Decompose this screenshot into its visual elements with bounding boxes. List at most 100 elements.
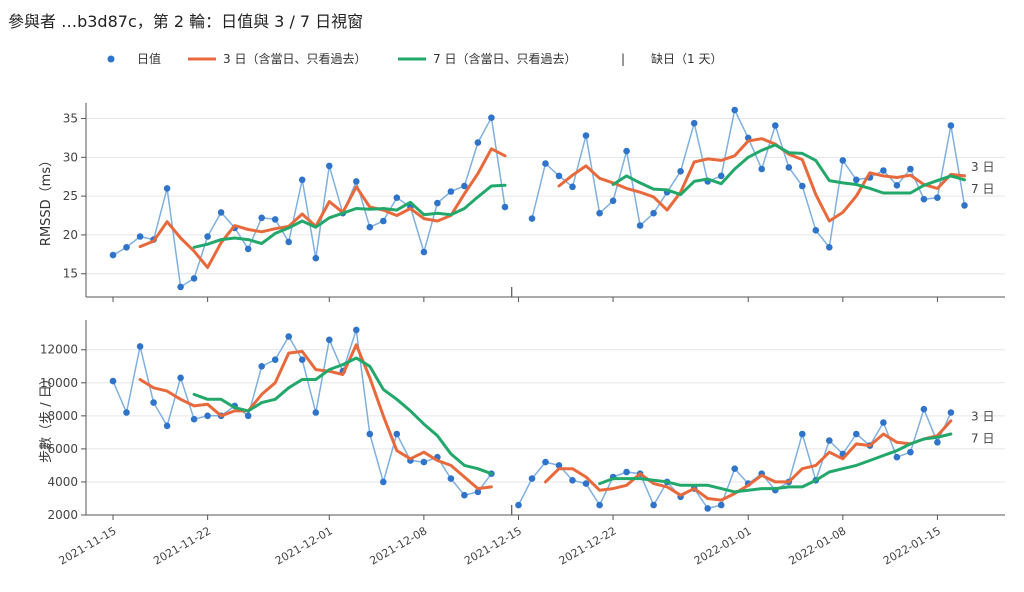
daily-point — [123, 409, 130, 416]
daily-point — [366, 223, 374, 231]
legend-ma7-label: 7 日（含當日、只看過去） — [433, 51, 576, 66]
x-tick-label: 2021-12-01 — [273, 524, 335, 567]
daily-point — [285, 238, 293, 246]
daily-point — [934, 439, 941, 446]
daily-point — [893, 453, 901, 461]
daily-series-line — [112, 116, 506, 288]
daily-point — [650, 501, 657, 509]
daily-point — [136, 233, 144, 240]
y-tick-label: 12000 — [40, 343, 78, 357]
figure-title: 參與者 …b3d87c，第 2 輪：日值與 3 / 7 日視窗 — [8, 12, 363, 31]
daily-point — [717, 172, 725, 180]
daily-point — [853, 176, 860, 184]
ma3-series-line — [138, 343, 493, 491]
ma7-series-line — [598, 432, 953, 494]
x-tick-label: 2022-01-08 — [786, 524, 848, 567]
daily-point — [961, 202, 968, 209]
daily-point — [893, 182, 901, 189]
x-tick-label: 2021-11-22 — [151, 524, 213, 567]
steps-panel: 2000 4000 6000 8000 10000 12000 步數（步 / 日） 3 日 7 … — [39, 320, 1005, 522]
daily-point — [326, 336, 333, 344]
daily-point — [217, 209, 225, 216]
y-axis-label: RMSSD（ms） — [39, 154, 54, 246]
daily-point — [271, 216, 279, 223]
end-label-ma3: 3 日 — [971, 160, 994, 174]
daily-point — [380, 478, 387, 486]
y-tick-label: 20 — [63, 228, 78, 242]
daily-point — [258, 363, 266, 370]
daily-point — [109, 377, 117, 385]
daily-point — [569, 183, 576, 191]
daily-point — [596, 501, 603, 509]
daily-point — [920, 405, 928, 413]
x-tick-label: 2022-01-15 — [881, 524, 943, 567]
daily-point — [501, 203, 509, 211]
ma7-series-line — [192, 183, 507, 249]
daily-point — [582, 480, 590, 487]
x-tick-label: 2021-12-15 — [462, 524, 524, 567]
daily-point — [731, 106, 738, 114]
daily-point — [420, 458, 428, 466]
daily-point — [582, 132, 590, 139]
daily-point — [555, 172, 563, 180]
daily-point — [907, 165, 914, 173]
daily-point — [717, 501, 725, 509]
ma3-series-line — [557, 137, 966, 223]
daily-point — [298, 176, 306, 184]
daily-point — [136, 343, 144, 350]
y-tick-label: 15 — [63, 267, 78, 281]
daily-point — [393, 194, 401, 201]
daily-series-line — [112, 329, 493, 496]
daily-point — [596, 209, 603, 217]
shared-x-axis: 2021-11-15 2021-11-22 2021-12-01 2021-12-08… — [57, 524, 943, 567]
daily-point — [474, 139, 482, 146]
daily-point — [461, 491, 468, 499]
daily-point — [623, 468, 630, 476]
daily-series-line — [531, 109, 966, 249]
daily-point — [326, 162, 333, 170]
daily-point — [555, 462, 563, 469]
daily-point — [880, 419, 887, 426]
daily-point — [650, 209, 657, 217]
daily-point — [285, 333, 293, 340]
x-tick-label: 2021-12-22 — [557, 524, 619, 567]
daily-point — [447, 475, 455, 482]
legend: 日值 3 日（含當日、只看過去） 7 日（含當日、只看過去） | 缺日（1 天） — [107, 51, 722, 66]
daily-point — [772, 122, 779, 129]
daily-point — [420, 248, 428, 256]
legend-daily-marker — [107, 55, 115, 63]
daily-point — [204, 233, 211, 240]
daily-point — [880, 167, 887, 174]
legend-missing-marker: | — [621, 52, 625, 66]
daily-point — [785, 164, 793, 171]
legend-missing-label: 缺日（1 天） — [651, 51, 722, 66]
daily-point — [934, 194, 941, 201]
daily-point — [947, 409, 955, 416]
daily-point — [177, 283, 184, 291]
daily-point — [799, 430, 806, 438]
daily-point — [758, 165, 765, 173]
daily-point — [609, 197, 617, 205]
daily-point — [366, 430, 374, 438]
x-tick-label: 2021-11-15 — [57, 524, 119, 567]
daily-point — [150, 399, 157, 406]
daily-point — [907, 448, 914, 456]
daily-point — [353, 326, 360, 334]
y-tick-label: 30 — [63, 150, 78, 164]
y-tick-label: 10000 — [40, 376, 78, 390]
daily-point — [569, 477, 576, 484]
daily-point — [826, 437, 833, 444]
daily-point — [380, 217, 387, 225]
daily-point — [542, 458, 549, 466]
y-tick-label: 2000 — [47, 508, 78, 522]
y-tick-label: 4000 — [47, 475, 78, 489]
daily-point — [204, 412, 211, 420]
end-label-ma7: 7 日 — [971, 431, 994, 445]
x-tick-label: 2022-01-01 — [692, 524, 754, 567]
y-axis-label: 步數（步 / 日） — [39, 372, 54, 463]
daily-point — [488, 114, 495, 121]
daily-point — [244, 412, 252, 420]
y-tick-label: 6000 — [47, 442, 78, 456]
daily-point — [163, 422, 171, 430]
